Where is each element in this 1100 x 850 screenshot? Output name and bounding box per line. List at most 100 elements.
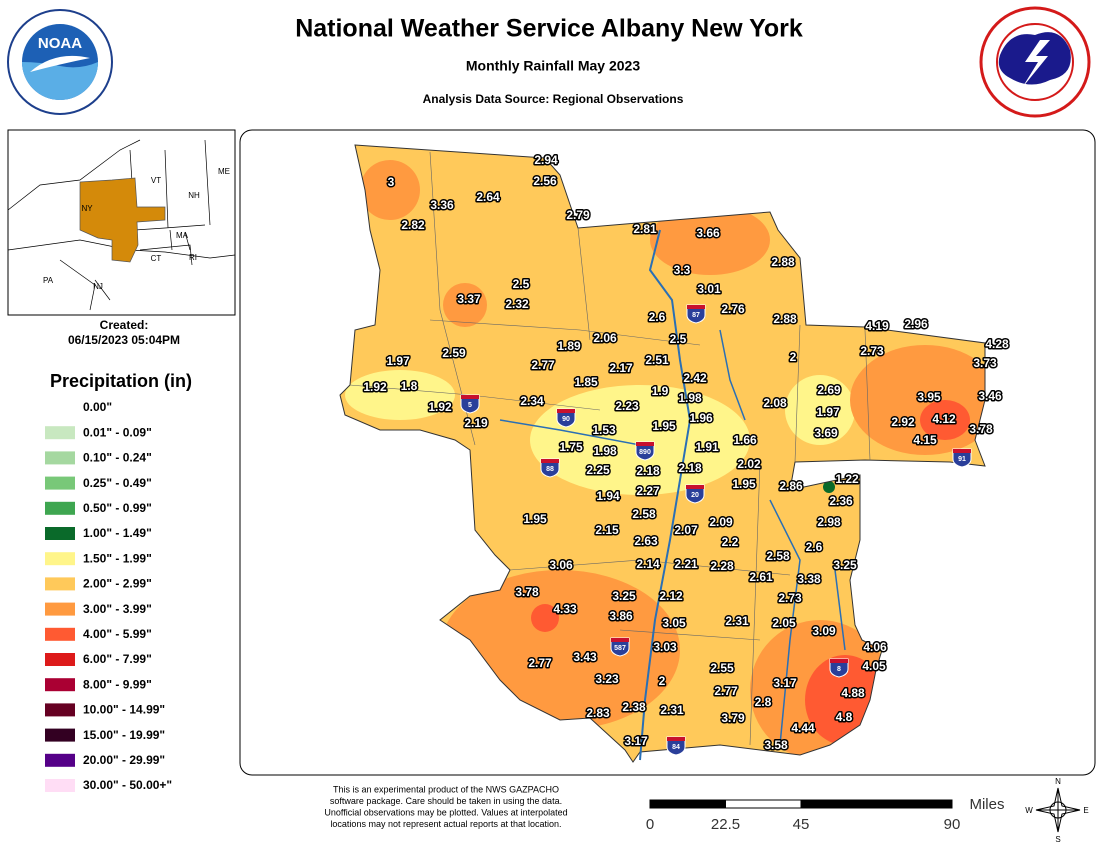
station-value: 3.25 (833, 558, 857, 572)
station-value: 2.23 (615, 399, 639, 413)
station-value: 2.25 (586, 463, 610, 477)
station-value: 2.63 (634, 534, 658, 548)
station-value: 2.27 (636, 484, 660, 498)
station-value: 4.28 (985, 337, 1009, 351)
station-value: 1.97 (386, 354, 410, 368)
disclaimer-line: locations may not represent actual repor… (330, 819, 561, 829)
station-value: 4.05 (862, 659, 886, 673)
inset-map (7, 129, 236, 316)
station-value: 2.31 (725, 614, 749, 628)
inset-label: NH (188, 191, 200, 200)
disclaimer: This is an experimental product of the N… (324, 784, 567, 829)
legend-swatch (45, 552, 75, 566)
station-value: 3.17 (773, 676, 797, 690)
legend-swatch (45, 451, 75, 465)
station-value: 2.19 (464, 416, 488, 430)
station-value: 2.88 (773, 312, 797, 326)
interstate-band (686, 485, 704, 489)
interstate-band (541, 459, 559, 463)
legend-label: 15.00" - 19.99" (83, 728, 165, 742)
station-value: 2.96 (904, 317, 928, 331)
interstate-shield (686, 304, 706, 324)
station-value: 3.05 (662, 616, 686, 630)
legend-swatch (45, 627, 75, 641)
station-value: 1.22 (835, 472, 859, 486)
disclaimer-line: software package. Care should be taken i… (330, 796, 562, 806)
station-value: 3.95 (917, 390, 941, 404)
station-value: 2.18 (636, 464, 660, 478)
legend-label: 0.00" (83, 400, 112, 414)
compass: N S E W (1025, 777, 1088, 844)
station-value: 2.69 (817, 383, 841, 397)
legend-label: 0.50" - 0.99" (83, 501, 152, 515)
station-value: 1.85 (574, 375, 598, 389)
station-value: 2.51 (645, 353, 669, 367)
station-value: 1.8 (401, 379, 418, 393)
legend-swatch (45, 728, 75, 742)
legend-swatch (45, 401, 75, 414)
legend-swatch (45, 753, 75, 767)
station-value: 1.92 (428, 400, 452, 414)
station-value: 3.78 (515, 585, 539, 599)
station-value: 2.02 (737, 457, 761, 471)
compass-n: N (1055, 777, 1061, 786)
station-value: 3.37 (457, 292, 481, 306)
nws-logo (979, 6, 1091, 118)
legend-label: 30.00" - 50.00+" (83, 778, 172, 792)
station-value: 4.12 (932, 412, 956, 426)
interstate-band (461, 395, 479, 399)
legend-label: 0.10" - 0.24" (83, 451, 152, 465)
scale-label: 90 (944, 816, 961, 833)
station-value: 1.9 (652, 384, 669, 398)
station-value: 2.61 (749, 570, 773, 584)
station-value: 2.05 (772, 616, 796, 630)
station-value: 3.58 (764, 738, 788, 752)
station-value: 3.73 (973, 356, 997, 370)
interstate-band (830, 659, 848, 663)
station-value: 2.88 (771, 255, 795, 269)
legend-swatch (45, 678, 75, 692)
station-value: 3.38 (797, 572, 821, 586)
station-value: 3.23 (595, 672, 619, 686)
station-value: 3.66 (696, 226, 720, 240)
station-value: 1.98 (678, 391, 702, 405)
legend-swatch (45, 426, 75, 440)
station-value: 3.01 (697, 282, 721, 296)
station-value: 2.92 (891, 415, 915, 429)
station-value: 3.86 (609, 609, 633, 623)
legend-swatch (45, 653, 75, 666)
station-value: 2.73 (860, 344, 884, 358)
legend-swatch (45, 527, 75, 540)
legend-label: 0.01" - 0.09" (83, 425, 152, 439)
created-label: Created: (100, 318, 149, 332)
interstate-number: 5 (468, 402, 472, 409)
station-value: 1.95 (652, 419, 676, 433)
legend-swatch (45, 602, 75, 616)
station-value: 4.15 (913, 433, 937, 447)
station-value: 1.75 (559, 440, 583, 454)
interstate-number: 20 (691, 492, 699, 499)
station-value: 4.19 (865, 319, 889, 333)
legend-label: 1.00" - 1.49" (83, 526, 152, 540)
interstate-number: 88 (546, 466, 554, 473)
interstate-band (636, 442, 654, 446)
station-value: 1.95 (732, 477, 756, 491)
interstate-shield (610, 637, 630, 657)
station-value: 4.33 (553, 602, 577, 616)
legend-label: 1.50" - 1.99" (83, 551, 152, 565)
legend-label: 0.25" - 0.49" (83, 476, 152, 490)
compass-s: S (1055, 835, 1060, 844)
station-value: 1.97 (816, 405, 840, 419)
inset-label: PA (43, 276, 54, 285)
station-value: 2.18 (678, 461, 702, 475)
station-value: 2.2 (722, 535, 739, 549)
inset-label: ME (218, 167, 230, 176)
interstate-band (611, 638, 629, 642)
station-value: 2.73 (778, 591, 802, 605)
station-value: 1.66 (733, 433, 757, 447)
station-value: 3.36 (430, 198, 454, 212)
station-value: 3.46 (978, 389, 1002, 403)
station-value: 2.08 (763, 396, 787, 410)
station-value: 2.58 (632, 507, 656, 521)
